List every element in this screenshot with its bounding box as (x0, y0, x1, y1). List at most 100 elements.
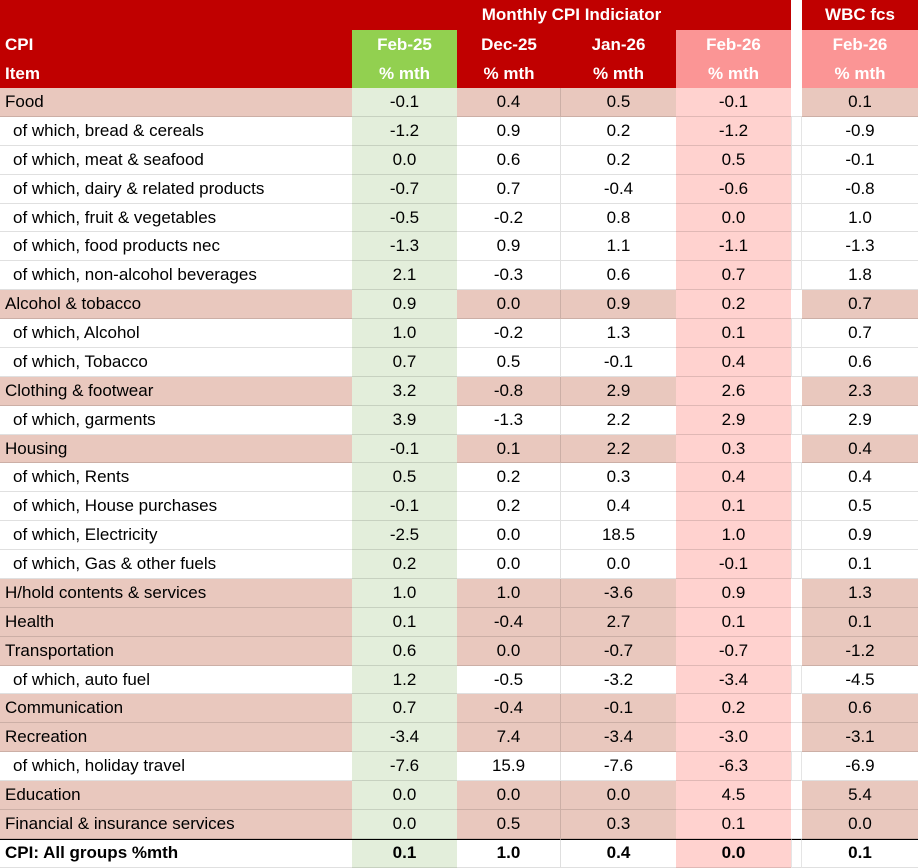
value-cell-feb26: 2.6 (676, 376, 791, 406)
spacer-column (791, 347, 802, 377)
value-cell-wbc-feb26: 0.1 (802, 88, 918, 117)
value-cell-dec25: 1.0 (457, 578, 561, 608)
value-cell-feb25: 0.1 (352, 607, 457, 637)
spacer-column (791, 232, 802, 262)
value-cell-jan26: 0.2 (561, 117, 676, 146)
item-label-cell: Clothing & footwear (0, 376, 352, 406)
table-row: Alcohol & tobacco 0.9 0.0 0.9 0.2 0.7 (0, 290, 918, 319)
table-row: Education 0.0 0.0 0.0 4.5 5.4 (0, 781, 918, 810)
value-cell-feb25: 0.9 (352, 290, 457, 319)
value-cell-feb26: -3.4 (676, 665, 791, 695)
value-cell-jan26: -3.2 (561, 666, 676, 695)
value-cell-feb25: 3.2 (352, 376, 457, 406)
value-cell-dec25: 0.0 (457, 290, 561, 319)
item-label-cell: Financial & insurance services (0, 809, 352, 839)
table-row: H/hold contents & services 1.0 1.0 -3.6 … (0, 578, 918, 608)
item-label-cell: of which, non-alcohol beverages (0, 261, 352, 291)
value-cell-dec25: 7.4 (457, 723, 561, 753)
value-cell-jan26: 0.2 (561, 146, 676, 175)
value-cell-dec25: -1.3 (457, 405, 561, 435)
value-cell-wbc-feb26: 0.9 (802, 521, 918, 550)
value-cell-feb26: -1.2 (676, 116, 791, 146)
header-corner (0, 0, 352, 30)
spacer-column (791, 290, 802, 319)
spacer-column (791, 261, 802, 291)
table-row: Clothing & footwear 3.2 -0.8 2.9 2.6 2.3 (0, 376, 918, 406)
column-subheader-feb25: % mth (352, 59, 457, 88)
forecast-group-title: WBC fcs (802, 0, 918, 30)
table-row: of which, non-alcohol beverages 2.1 -0.3… (0, 261, 918, 291)
value-cell-wbc-feb26: -1.3 (802, 232, 918, 262)
value-cell-feb25: -1.3 (352, 232, 457, 262)
value-cell-feb25: 0.0 (352, 809, 457, 839)
item-label-cell: of which, House purchases (0, 492, 352, 522)
spacer-column (791, 88, 802, 117)
row-header-cpi: CPI (0, 30, 352, 59)
spacer-column (791, 665, 802, 695)
value-cell-feb25: 0.2 (352, 550, 457, 579)
spacer-column (791, 550, 802, 579)
item-label-cell: of which, meat & seafood (0, 146, 352, 175)
column-header-feb26: Feb-26 (676, 30, 791, 59)
value-cell-dec25: 0.1 (457, 434, 561, 464)
value-cell-wbc-feb26: 2.3 (802, 376, 918, 406)
table-header-group-row: Monthly CPI Indiciator WBC fcs (0, 0, 918, 30)
table-row: of which, Alcohol 1.0 -0.2 1.3 0.1 0.7 (0, 319, 918, 348)
item-label-cell: of which, Rents (0, 463, 352, 493)
table-row: Health 0.1 -0.4 2.7 0.1 0.1 (0, 607, 918, 637)
table-row: of which, dairy & related products -0.7 … (0, 174, 918, 204)
table-row: Food -0.1 0.4 0.5 -0.1 0.1 (0, 88, 918, 117)
value-cell-dec25: -0.4 (457, 694, 561, 724)
spacer-column (791, 203, 802, 233)
value-cell-jan26: -0.1 (561, 694, 676, 724)
item-label-cell: Communication (0, 694, 352, 724)
value-cell-jan26: 2.7 (561, 607, 676, 637)
value-cell-feb26: -1.1 (676, 232, 791, 262)
spacer-column (791, 578, 802, 608)
value-cell-dec25: -0.4 (457, 607, 561, 637)
value-cell-jan26: -0.4 (561, 175, 676, 204)
value-cell-wbc-feb26: -3.1 (802, 723, 918, 753)
value-cell-feb25: -0.7 (352, 174, 457, 204)
value-cell-wbc-feb26: -1.2 (802, 636, 918, 666)
value-cell-wbc-feb26: 0.0 (802, 809, 918, 839)
row-header-item: Item (0, 59, 352, 88)
value-cell-feb26: 0.1 (676, 809, 791, 839)
spacer-column (791, 434, 802, 464)
value-cell-wbc-feb26: -6.9 (802, 752, 918, 781)
value-cell-feb26: 0.2 (676, 694, 791, 724)
spacer-column (791, 752, 802, 781)
value-cell-wbc-feb26: 2.9 (802, 406, 918, 435)
table-body: Food -0.1 0.4 0.5 -0.1 0.1 of which, bre… (0, 88, 918, 868)
table-row: Transportation 0.6 0.0 -0.7 -0.7 -1.2 (0, 636, 918, 666)
value-cell-feb25: 2.1 (352, 261, 457, 291)
value-cell-wbc-feb26: 0.6 (802, 694, 918, 724)
table-row: of which, Tobacco 0.7 0.5 -0.1 0.4 0.6 (0, 347, 918, 377)
column-header-dec25: Dec-25 (457, 30, 561, 59)
table-header-unit-row: Item % mth % mth % mth % mth % mth (0, 59, 918, 88)
value-cell-jan26: 0.4 (561, 838, 676, 868)
value-cell-feb25: -0.1 (352, 434, 457, 464)
value-cell-dec25: 15.9 (457, 752, 561, 781)
item-label-cell: Housing (0, 434, 352, 464)
table-row: of which, holiday travel -7.6 15.9 -7.6 … (0, 752, 918, 781)
spacer-column (791, 723, 802, 753)
value-cell-jan26: 18.5 (561, 521, 676, 550)
value-cell-feb25: 3.9 (352, 405, 457, 435)
value-cell-feb26: -3.0 (676, 723, 791, 753)
value-cell-dec25: 0.9 (457, 116, 561, 146)
value-cell-feb26: 0.7 (676, 261, 791, 291)
table-row: of which, auto fuel 1.2 -0.5 -3.2 -3.4 -… (0, 665, 918, 695)
table-row: Financial & insurance services 0.0 0.5 0… (0, 809, 918, 839)
table-row: of which, Electricity -2.5 0.0 18.5 1.0 … (0, 521, 918, 550)
value-cell-feb25: -0.5 (352, 203, 457, 233)
value-cell-dec25: 0.4 (457, 88, 561, 117)
item-label-cell: of which, fruit & vegetables (0, 204, 352, 233)
value-cell-dec25: 0.0 (457, 781, 561, 810)
value-cell-feb25: 1.0 (352, 319, 457, 348)
spacer-column (791, 781, 802, 810)
spacer-column (791, 521, 802, 550)
table-row: of which, meat & seafood 0.0 0.6 0.2 0.5… (0, 145, 918, 175)
value-cell-wbc-feb26: 1.3 (802, 578, 918, 608)
